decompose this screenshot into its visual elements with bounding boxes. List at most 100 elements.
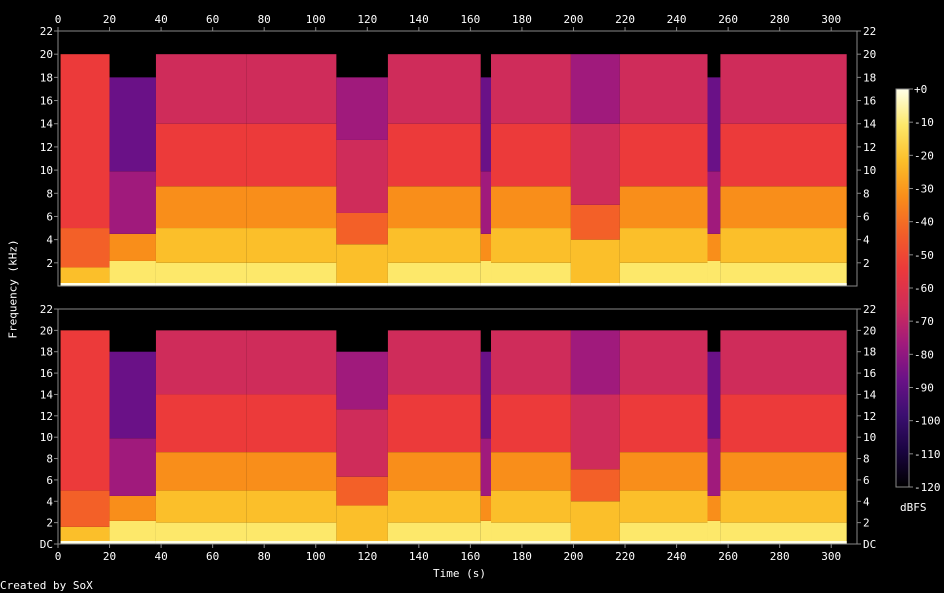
y-tick-label-left: 18 (40, 346, 53, 359)
spectrogram-segment-band (155, 262, 247, 286)
y-tick-label-left: 22 (40, 303, 53, 316)
spectrogram-segment-band (387, 490, 481, 523)
spectrogram-segment-band (155, 490, 247, 523)
spectrogram-segment-band (109, 77, 156, 172)
plot-frames (57, 30, 858, 545)
spectrogram-dc-band (109, 283, 156, 286)
spectrogram-dc-band (570, 541, 620, 544)
spectrogram-segment-band (707, 495, 721, 521)
y-tick-label-right: 22 (863, 303, 876, 316)
spectrogram-segment-band (707, 171, 721, 234)
x-tick-label-bottom: 160 (460, 550, 480, 563)
y-tick-label-right: DC (863, 538, 876, 551)
x-tick-label-bottom: 280 (770, 550, 790, 563)
y-tick-label-right: 14 (863, 388, 877, 401)
y-tick-label-left: 20 (40, 324, 53, 337)
spectrogram-segment-band (707, 260, 721, 286)
y-tick-label-left: DC (40, 538, 53, 551)
y-tick-label-right: 18 (863, 71, 876, 84)
spectrogram-segment-band (480, 233, 492, 261)
y-tick-label-left: 12 (40, 141, 53, 154)
spectrogram-segment-band (720, 490, 847, 523)
spectrogram-segment-band (387, 186, 481, 229)
y-tick-label-right: 6 (863, 474, 870, 487)
colorbar-tick-label: -90 (914, 382, 934, 395)
x-tick-label-bottom: 200 (564, 550, 584, 563)
channel-2-spectrogram (58, 309, 857, 544)
spectrogram-segment-band (155, 54, 247, 124)
y-tick-label-right: 8 (863, 453, 870, 466)
spectrogram-segment-band (246, 228, 337, 263)
y-tick-label-right: 14 (863, 118, 877, 131)
axis-ticks: 0 0 20 20 40 40 60 60 80 80 100 100 120 120 140 140 160 1… (40, 13, 877, 563)
spectrogram-segment-band (246, 186, 337, 229)
colorbar-tick-label: -70 (914, 315, 934, 328)
spectrogram-segment-band (570, 123, 620, 205)
spectrogram-segment-band (60, 490, 110, 527)
y-tick-label-left: 6 (46, 474, 53, 487)
colorbar-tick-label: -100 (914, 415, 941, 428)
spectrogram-segment-band (246, 522, 337, 544)
y-tick-label-right: 12 (863, 141, 876, 154)
spectrogram-segment-band (336, 139, 388, 213)
spectrogram-segment-band (570, 330, 620, 395)
y-tick-label-left: 20 (40, 48, 53, 61)
spectrogram-segment-band (707, 438, 721, 496)
x-tick-label-top: 160 (460, 13, 480, 26)
spectrogram-segment-band (707, 351, 721, 439)
spectrogram-dc-band (570, 283, 620, 286)
y-axis-label: Frequency (kHz) (6, 239, 20, 339)
x-tick-label-bottom: 120 (357, 550, 377, 563)
y-tick-label-right: 22 (863, 25, 876, 38)
y-tick-label-left: 4 (46, 234, 53, 247)
spectrogram-segment-band (491, 186, 571, 229)
spectrogram-dc-band (336, 541, 388, 544)
spectrogram-segment-band (480, 520, 492, 544)
x-tick-label-top: 120 (357, 13, 377, 26)
spectrogram-segment-band (387, 394, 481, 453)
spectrogram-segment-band (619, 490, 708, 523)
spectrogram-segment-band (387, 452, 481, 491)
spectrogram-segment-band (491, 54, 571, 124)
spectrogram-segment-band (491, 394, 571, 453)
spectrogram-segment-band (720, 54, 847, 124)
spectrogram-segment-band (60, 330, 110, 491)
spectrogram-segment-band (336, 505, 388, 544)
x-tick-label-top: 0 (55, 13, 62, 26)
spectrogram-segment-band (155, 123, 247, 187)
spectrogram-segment-band (707, 77, 721, 172)
spectrogram-segment-band (387, 262, 481, 286)
spectrogram-segment-band (246, 452, 337, 491)
spectrogram-segment-band (570, 204, 620, 240)
spectrogram-segment-band (491, 262, 571, 286)
x-tick-label-top: 240 (667, 13, 687, 26)
spectrogram-dc-band (491, 283, 571, 286)
spectrogram-segment-band (60, 228, 110, 268)
spectrogram-segment-band (619, 186, 708, 229)
spectrogram-dc-band (60, 283, 110, 286)
spectrogram-dc-band (246, 541, 337, 544)
spectrogram-segment-band (155, 394, 247, 453)
spectrogram-segment-band (570, 501, 620, 544)
spectrogram-segment-band (570, 469, 620, 502)
spectrogram-segment-band (619, 522, 708, 544)
x-tick-label-bottom: 80 (258, 550, 271, 563)
spectrogram-segment-band (491, 490, 571, 523)
spectrogram-segment-band (491, 522, 571, 544)
spectrogram-segment-band (387, 522, 481, 544)
y-tick-label-right: 20 (863, 48, 876, 61)
x-tick-label-bottom: 220 (615, 550, 635, 563)
spectrogram-dc-band (109, 541, 156, 544)
y-tick-label-right: 2 (863, 257, 870, 270)
colorbar-tick-label: -10 (914, 116, 934, 129)
spectrogram-dc-band (707, 541, 721, 544)
y-tick-label-left: 4 (46, 495, 53, 508)
spectrogram-segment-band (619, 54, 708, 124)
y-tick-label-right: 8 (863, 187, 870, 200)
y-tick-label-left: 16 (40, 367, 53, 380)
y-tick-label-right: 18 (863, 346, 876, 359)
spectrogram-segment-band (246, 330, 337, 395)
spectrogram-segment-band (246, 54, 337, 124)
spectrogram-dc-band (246, 283, 337, 286)
y-tick-label-right: 4 (863, 495, 870, 508)
